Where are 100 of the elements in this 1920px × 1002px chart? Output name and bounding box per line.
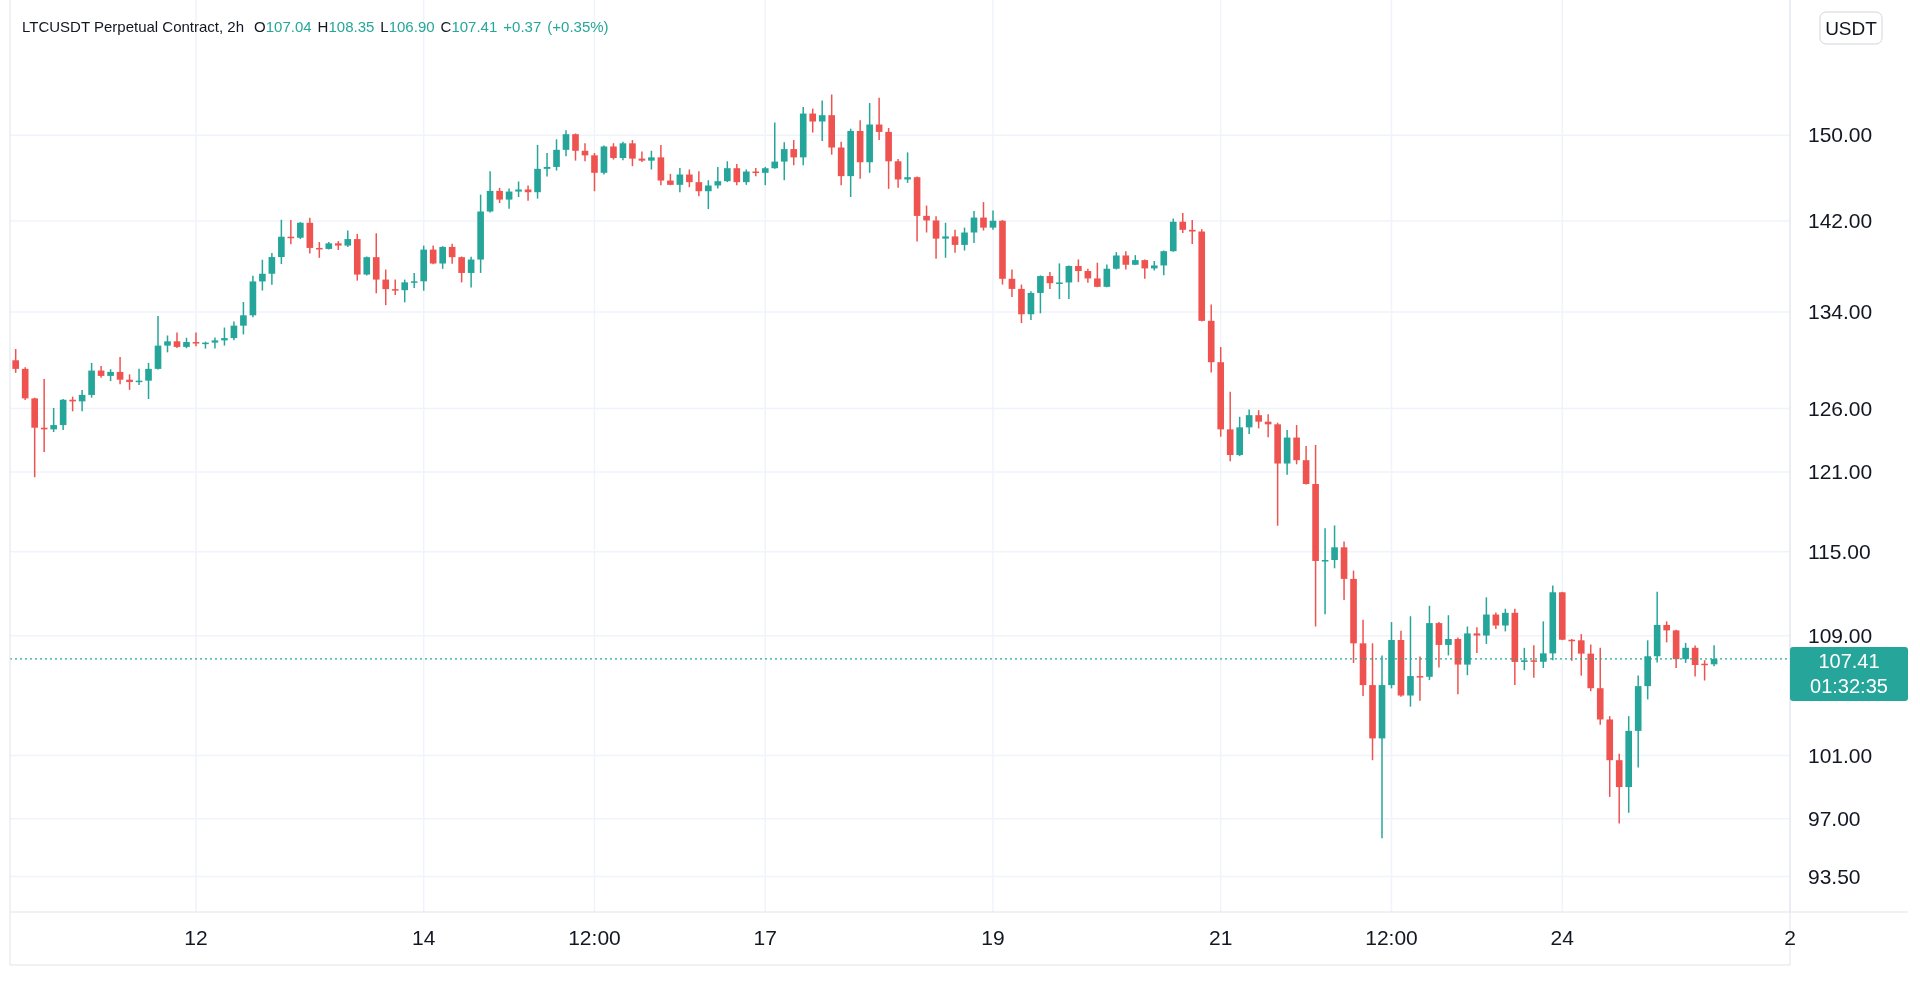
candlestick xyxy=(562,129,570,158)
candlestick xyxy=(695,170,703,197)
candlestick xyxy=(989,209,997,231)
candlestick xyxy=(1473,626,1481,654)
candlestick xyxy=(723,160,731,183)
candlestick xyxy=(410,272,418,289)
y-tick-label: 115.00 xyxy=(1808,540,1871,564)
candlestick xyxy=(591,152,598,192)
candlestick xyxy=(1094,261,1101,288)
candlestick xyxy=(192,331,200,348)
candlestick xyxy=(1435,621,1443,669)
y-tick-label: 134.00 xyxy=(1808,300,1873,324)
candlestick xyxy=(1293,424,1300,466)
candlestick xyxy=(638,150,646,163)
y-tick-label: 109.00 xyxy=(1808,624,1873,648)
candlestick xyxy=(458,255,465,284)
text: LTCUSDT Perpetual Contract, 2h xyxy=(22,18,245,36)
candlestick xyxy=(145,362,152,400)
x-tick-label: 14 xyxy=(412,926,436,949)
candlestick xyxy=(211,336,219,350)
y-tick-label: 97.00 xyxy=(1808,807,1861,831)
candlestick xyxy=(1075,258,1082,283)
y-tick-label: 93.50 xyxy=(1808,864,1861,888)
candlestick xyxy=(391,278,399,296)
candlestick xyxy=(961,226,968,252)
candlestick xyxy=(524,184,532,202)
candlestick xyxy=(809,107,817,134)
candlestick xyxy=(1321,527,1329,616)
candlestick xyxy=(1255,409,1262,430)
y-tick-label: 150.00 xyxy=(1808,123,1873,147)
candlestick xyxy=(1179,212,1187,234)
x-tick-label: 12 xyxy=(184,926,208,949)
candlestick xyxy=(1056,262,1063,300)
candlestick xyxy=(221,326,228,347)
text: O107.04 H108.35 L106.90 C107.41 +0.37 (+0.35%) xyxy=(254,18,609,36)
candlestick xyxy=(818,99,826,142)
candlestick xyxy=(923,204,930,234)
candlestick xyxy=(970,210,978,244)
candlestick xyxy=(401,278,409,304)
candlestick xyxy=(382,268,390,306)
y-tick-label: 101.00 xyxy=(1808,743,1873,767)
x-tick-label: 12:00 xyxy=(1365,926,1418,949)
candlestick xyxy=(1483,596,1490,645)
candlestick xyxy=(790,139,798,166)
candlestick xyxy=(1160,249,1168,276)
candlestick xyxy=(486,170,494,214)
candlestick xyxy=(1122,250,1130,271)
candlestick xyxy=(932,215,940,260)
candlestick xyxy=(439,245,446,270)
candlestick xyxy=(572,132,579,162)
y-tick-label: 142.00 xyxy=(1808,209,1873,233)
candlestick xyxy=(1302,445,1310,486)
candlestick xyxy=(1416,655,1424,702)
candlestick xyxy=(154,315,162,371)
candlestick xyxy=(1445,614,1452,657)
candlestick xyxy=(733,163,741,186)
candlestick xyxy=(12,348,20,374)
candlestick xyxy=(1502,607,1509,633)
candlestick xyxy=(904,151,911,184)
x-tick-label: 2 xyxy=(1784,926,1796,949)
candlestick xyxy=(1331,524,1338,570)
candlestick xyxy=(942,222,949,259)
x-tick-label: 19 xyxy=(981,926,1005,949)
candlestick xyxy=(363,255,371,277)
candlestick xyxy=(372,232,380,294)
candlestick xyxy=(629,139,636,167)
candlestick xyxy=(980,201,987,232)
candlestick xyxy=(780,141,788,181)
y-tick-label: 121.00 xyxy=(1808,460,1873,484)
candlestick xyxy=(240,301,247,336)
candlestick xyxy=(543,152,551,178)
candlestick xyxy=(1577,633,1585,677)
candlestick xyxy=(1663,620,1670,644)
candlestick xyxy=(278,219,285,265)
candlestick xyxy=(259,259,266,292)
x-tick-label: 21 xyxy=(1209,926,1233,949)
candlestick xyxy=(771,121,779,170)
candlestick xyxy=(1008,268,1016,298)
candlestick xyxy=(534,144,541,200)
candlestick xyxy=(1141,258,1149,280)
x-tick-label: 17 xyxy=(753,926,777,949)
candlestick xyxy=(268,252,276,286)
candlestick xyxy=(761,166,769,186)
candlestick xyxy=(951,229,959,254)
y-axis-title: USDT xyxy=(1825,17,1878,39)
candlestick xyxy=(1188,219,1196,245)
ref-line-label: 107.41 xyxy=(1818,649,1880,672)
candlestick xyxy=(657,144,665,186)
candlestick xyxy=(1037,274,1044,315)
candlestick xyxy=(505,187,513,210)
candlestick xyxy=(705,179,712,210)
x-tick-label: 24 xyxy=(1550,926,1575,949)
text: 01:32:35 xyxy=(1810,674,1888,697)
candlestick xyxy=(648,150,655,171)
candlestick xyxy=(1530,644,1538,679)
y-tick-label: 126.00 xyxy=(1808,396,1873,420)
candlestick xyxy=(116,356,124,386)
candlestick xyxy=(619,140,627,162)
x-tick-label: 12:00 xyxy=(568,926,621,949)
candlestick xyxy=(50,407,57,433)
